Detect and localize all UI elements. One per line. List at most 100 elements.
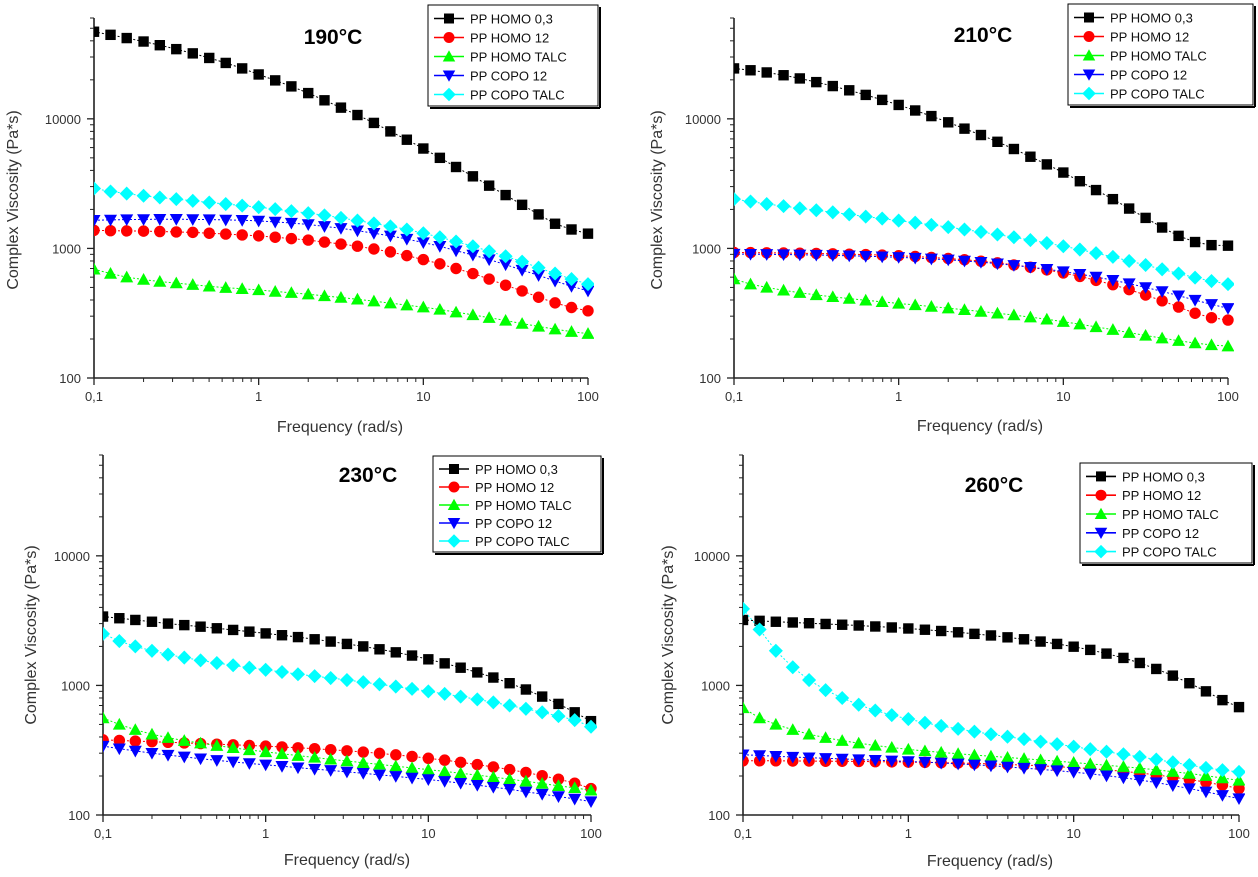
data-point: [753, 711, 767, 724]
data-point: [892, 296, 906, 309]
data-point: [434, 258, 446, 270]
data-point: [1033, 734, 1048, 749]
data-point: [794, 73, 806, 84]
data-point: [1139, 282, 1153, 294]
data-point: [842, 292, 856, 304]
data-point: [454, 756, 467, 769]
data-point: [819, 753, 833, 765]
data-point: [974, 256, 988, 269]
data-point: [373, 769, 387, 782]
data-point: [219, 214, 233, 227]
legend-marker: [1095, 489, 1107, 501]
data-point: [94, 262, 101, 275]
data-point: [357, 746, 369, 758]
data-point: [941, 301, 955, 314]
data-point: [260, 628, 271, 639]
data-point: [1149, 763, 1163, 776]
data-point: [1155, 331, 1169, 344]
x-tick-label: 10: [421, 826, 435, 841]
legend-marker: [442, 70, 456, 82]
data-point: [851, 697, 866, 712]
legend-label: PP HOMO TALC: [475, 498, 572, 513]
series-pp-copo-12: [94, 214, 594, 298]
data-point: [520, 684, 532, 695]
data-point: [803, 618, 815, 629]
data-point: [941, 220, 956, 235]
data-point: [177, 734, 191, 746]
data-point: [154, 225, 166, 238]
data-point: [1083, 757, 1097, 770]
data-point: [924, 300, 938, 312]
data-point: [1173, 230, 1184, 242]
data-point: [973, 224, 988, 239]
data-point: [1156, 295, 1168, 307]
data-point: [226, 756, 240, 769]
data-point: [421, 774, 435, 786]
data-point: [470, 768, 484, 781]
data-point: [384, 246, 397, 258]
data-point: [1221, 303, 1234, 315]
x-tick-label: 1: [255, 389, 262, 404]
data-point: [449, 305, 463, 318]
data-point: [743, 614, 749, 626]
legend-marker: [442, 87, 456, 102]
data-point: [935, 625, 947, 637]
data-point: [211, 623, 223, 634]
data-point: [1233, 701, 1245, 713]
data-point: [584, 783, 597, 796]
data-point: [1189, 307, 1201, 319]
data-point: [350, 292, 364, 305]
data-point: [1066, 739, 1081, 754]
data-point: [1123, 203, 1135, 214]
data-point: [1220, 277, 1234, 292]
data-point: [535, 705, 550, 720]
data-point: [405, 681, 420, 696]
data-point: [567, 713, 582, 728]
data-point: [548, 266, 563, 281]
data-point: [128, 723, 142, 735]
data-point: [984, 749, 998, 762]
data-point: [269, 231, 281, 243]
data-point: [792, 201, 807, 216]
data-point: [1198, 760, 1213, 775]
legend-box: [1079, 462, 1253, 564]
data-point: [302, 234, 314, 246]
data-point: [194, 753, 208, 766]
data-point: [390, 647, 402, 658]
data-point: [1040, 312, 1054, 325]
data-point: [734, 63, 740, 74]
data-point: [826, 250, 840, 262]
data-point: [1182, 758, 1197, 773]
data-point: [401, 249, 413, 262]
data-point: [1023, 261, 1037, 274]
data-point: [734, 248, 741, 261]
data-point: [918, 756, 932, 769]
series-pp-homo-talc: [734, 272, 1234, 352]
y-axis-title: Complex Viscosity (Pa*s): [23, 545, 40, 724]
data-point: [202, 214, 216, 227]
data-point: [437, 686, 452, 701]
data-point: [809, 249, 823, 262]
data-point: [449, 245, 463, 258]
y-axis-title: Complex Viscosity (Pa*s): [660, 545, 677, 724]
data-point: [406, 650, 418, 661]
series-line: [734, 198, 1229, 285]
data-point: [1222, 240, 1234, 251]
data-point: [383, 296, 397, 309]
data-point: [169, 276, 183, 289]
data-point: [145, 727, 159, 740]
data-point: [1006, 230, 1021, 245]
data-point: [389, 759, 403, 772]
data-point: [202, 195, 217, 210]
data-point: [1231, 764, 1245, 779]
data-point: [1083, 768, 1097, 781]
data-point: [418, 143, 429, 154]
data-point: [352, 109, 363, 121]
series-pp-copo-talc: [103, 626, 597, 734]
legend-marker: [447, 534, 461, 548]
data-point: [242, 743, 256, 756]
data-point: [179, 619, 190, 631]
data-point: [734, 192, 742, 207]
data-point: [438, 754, 451, 766]
data-point: [318, 236, 331, 248]
